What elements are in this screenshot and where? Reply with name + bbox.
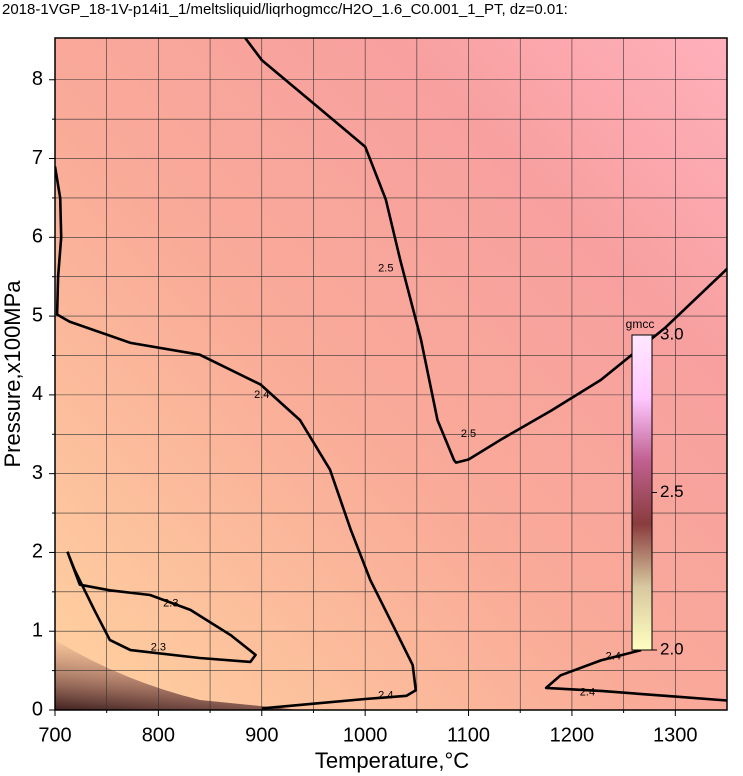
contours: 2.5 2.5 2.4 2.4 2.4 2.4 2.3 2.3 [55,38,727,710]
x-tick-label: 900 [245,724,278,746]
y-tick-label: 4 [32,383,43,405]
y-tick-label: 7 [32,147,43,169]
axes: 700 800 900 1000 1100 1200 1300 0 1 2 3 4 5 6 7 8 [32,68,698,746]
contour-line [66,551,257,664]
x-axis-label: Temperature,°C [315,748,469,773]
contour-label: 2.4 [378,690,393,702]
x-tick-label: 700 [38,724,71,746]
colorbar: gmcc 2.0 2.5 3.0 [626,317,684,658]
contour-line [55,166,418,710]
colorbar-tick-label: 2.0 [660,639,684,658]
contour-line [244,38,727,464]
contour-label: 2.4 [254,389,269,401]
contour-label: 2.5 [378,263,393,275]
contour-label: 2.3 [163,598,178,610]
x-tick-label: 1300 [653,724,698,746]
plot-background [55,38,727,710]
chart-title: 2018-1VGP_18-1V-p14i1_1/meltsliquid/liqr… [2,1,568,18]
colorbar-tick-label: 2.5 [660,482,684,501]
y-tick-label: 3 [32,462,43,484]
y-tick-label: 0 [32,698,43,720]
contour-line [544,648,727,702]
contour-label: 2.3 [151,642,166,654]
colorbar-scale [631,334,653,651]
x-tick-label: 1000 [343,724,388,746]
x-tick-label: 1200 [550,724,595,746]
y-tick-label: 1 [32,620,43,642]
y-tick-label: 2 [32,541,43,563]
x-tick-label: 1100 [447,724,490,746]
plot-frame [54,37,728,711]
x-tick-label: 800 [142,724,175,746]
contour-label: 2.4 [606,650,621,662]
y-tick-label: 5 [32,304,43,326]
dense-shading [55,640,300,710]
y-tick-label: 8 [32,68,43,90]
grid [55,38,727,710]
contour-label: 2.5 [461,428,476,440]
y-tick-label: 6 [32,226,43,248]
contour-label: 2.4 [580,687,595,699]
colorbar-label: gmcc [626,317,655,331]
colorbar-tick-label: 3.0 [660,324,684,343]
y-axis-label: Pressure,x100MPa [0,280,25,468]
